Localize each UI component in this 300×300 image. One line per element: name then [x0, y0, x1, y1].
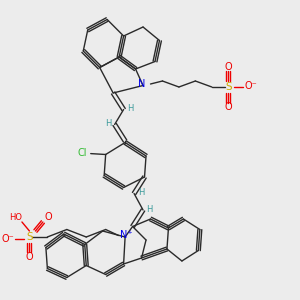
Text: N: N: [138, 79, 145, 89]
Text: Cl: Cl: [78, 148, 87, 158]
Text: O: O: [44, 212, 52, 223]
Text: H: H: [105, 119, 111, 128]
Text: S: S: [26, 232, 33, 242]
Text: S: S: [225, 82, 232, 92]
Text: H: H: [127, 103, 134, 112]
Text: H: H: [146, 205, 153, 214]
Text: O: O: [26, 251, 33, 262]
Text: N⁺: N⁺: [120, 230, 132, 241]
Text: O: O: [224, 62, 232, 72]
Text: O: O: [224, 102, 232, 112]
Text: HO: HO: [10, 213, 22, 222]
Text: O⁻: O⁻: [244, 81, 257, 92]
Text: O⁻: O⁻: [2, 233, 14, 244]
Text: H: H: [138, 188, 144, 197]
